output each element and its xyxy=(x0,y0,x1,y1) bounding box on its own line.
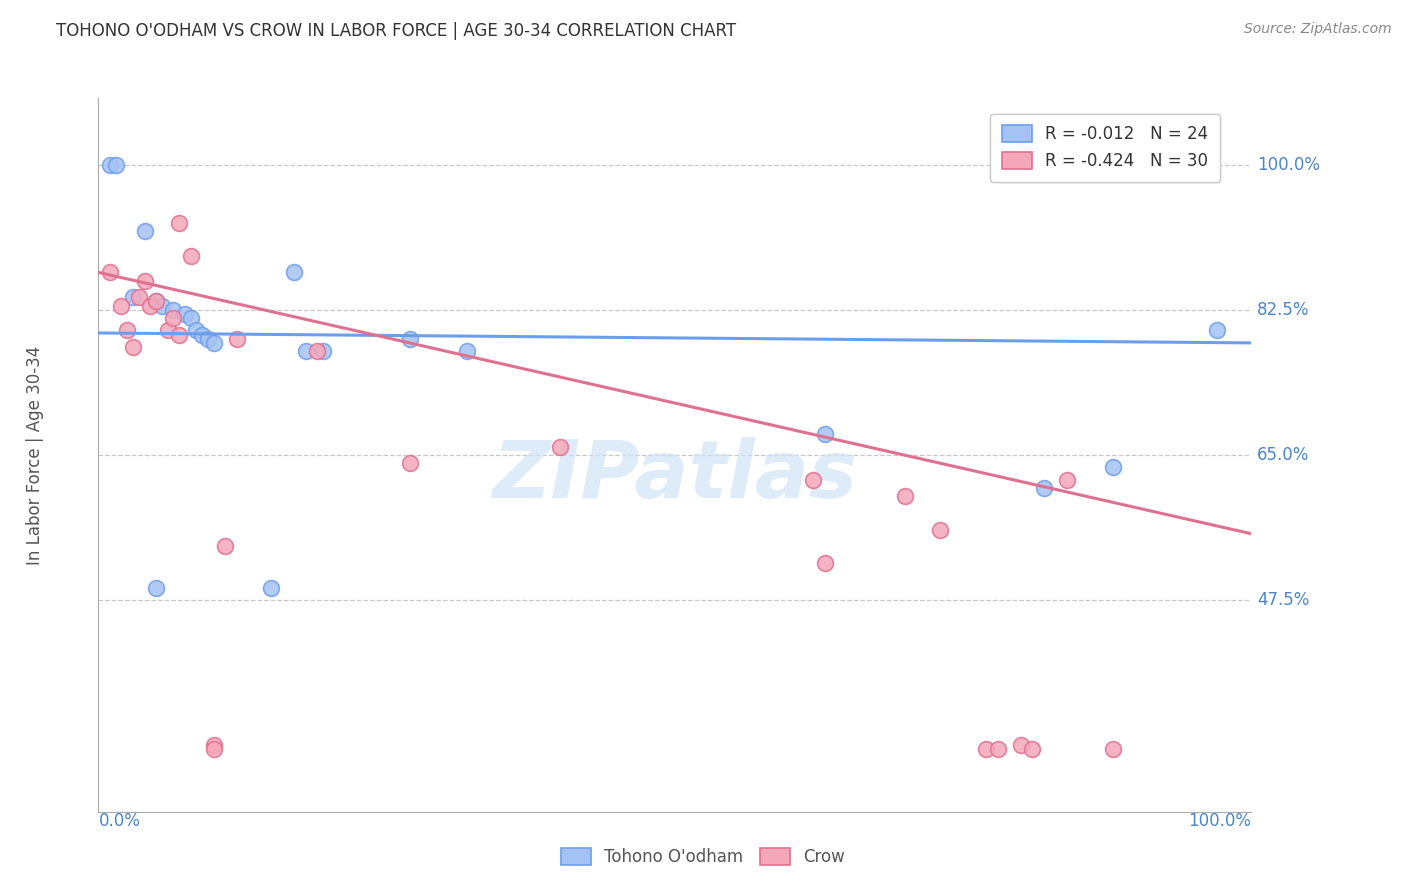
Point xyxy=(202,742,225,756)
Point xyxy=(929,523,952,537)
Point xyxy=(814,556,837,570)
Point xyxy=(1102,460,1125,475)
Point xyxy=(197,332,219,346)
Text: 100.0%: 100.0% xyxy=(1188,812,1251,830)
Point xyxy=(814,427,837,442)
Point xyxy=(117,323,138,337)
Text: ZIPatlas: ZIPatlas xyxy=(492,437,858,516)
Point xyxy=(122,340,145,354)
Point xyxy=(1056,473,1078,487)
Point xyxy=(122,290,145,304)
Text: 82.5%: 82.5% xyxy=(1257,301,1309,318)
Point xyxy=(134,224,156,238)
Point xyxy=(283,265,305,279)
Text: Source: ZipAtlas.com: Source: ZipAtlas.com xyxy=(1244,22,1392,37)
Point xyxy=(174,307,197,321)
Text: TOHONO O'ODHAM VS CROW IN LABOR FORCE | AGE 30-34 CORRELATION CHART: TOHONO O'ODHAM VS CROW IN LABOR FORCE | … xyxy=(56,22,737,40)
Point xyxy=(307,344,329,359)
Text: 65.0%: 65.0% xyxy=(1257,446,1309,464)
Point xyxy=(398,456,420,470)
Point xyxy=(128,290,150,304)
Point xyxy=(162,302,184,317)
Point xyxy=(987,742,1010,756)
Point xyxy=(801,473,824,487)
Point xyxy=(1021,742,1043,756)
Point xyxy=(162,311,184,326)
Point xyxy=(214,539,236,553)
Text: 0.0%: 0.0% xyxy=(98,812,141,830)
Point xyxy=(150,299,173,313)
Legend: Tohono O'odham, Crow: Tohono O'odham, Crow xyxy=(547,834,859,880)
Point xyxy=(295,344,318,359)
Point xyxy=(894,490,917,504)
Point xyxy=(98,265,121,279)
Point xyxy=(548,440,571,454)
Point xyxy=(110,299,132,313)
Point xyxy=(145,294,167,309)
Point xyxy=(156,323,179,337)
Point xyxy=(1205,323,1227,337)
Point xyxy=(191,327,214,342)
Point xyxy=(202,335,225,350)
Point xyxy=(312,344,335,359)
Point xyxy=(98,157,121,171)
Point xyxy=(167,327,190,342)
Text: 100.0%: 100.0% xyxy=(1257,155,1320,174)
Point xyxy=(167,216,190,230)
Point xyxy=(225,332,247,346)
Point xyxy=(104,157,127,171)
Point xyxy=(1032,481,1054,495)
Legend: R = -0.012   N = 24, R = -0.424   N = 30: R = -0.012 N = 24, R = -0.424 N = 30 xyxy=(990,113,1220,182)
Point xyxy=(180,249,202,263)
Point xyxy=(139,299,162,313)
Point xyxy=(186,323,208,337)
Point xyxy=(180,311,202,326)
Text: 47.5%: 47.5% xyxy=(1257,591,1309,609)
Point xyxy=(145,581,167,595)
Point xyxy=(134,274,156,288)
Point xyxy=(398,332,420,346)
Point xyxy=(145,294,167,309)
Point xyxy=(260,581,283,595)
Point xyxy=(456,344,478,359)
Point xyxy=(974,742,997,756)
Point xyxy=(1102,742,1125,756)
Point xyxy=(1010,739,1032,753)
Text: In Labor Force | Age 30-34: In Labor Force | Age 30-34 xyxy=(25,345,44,565)
Point xyxy=(202,739,225,753)
